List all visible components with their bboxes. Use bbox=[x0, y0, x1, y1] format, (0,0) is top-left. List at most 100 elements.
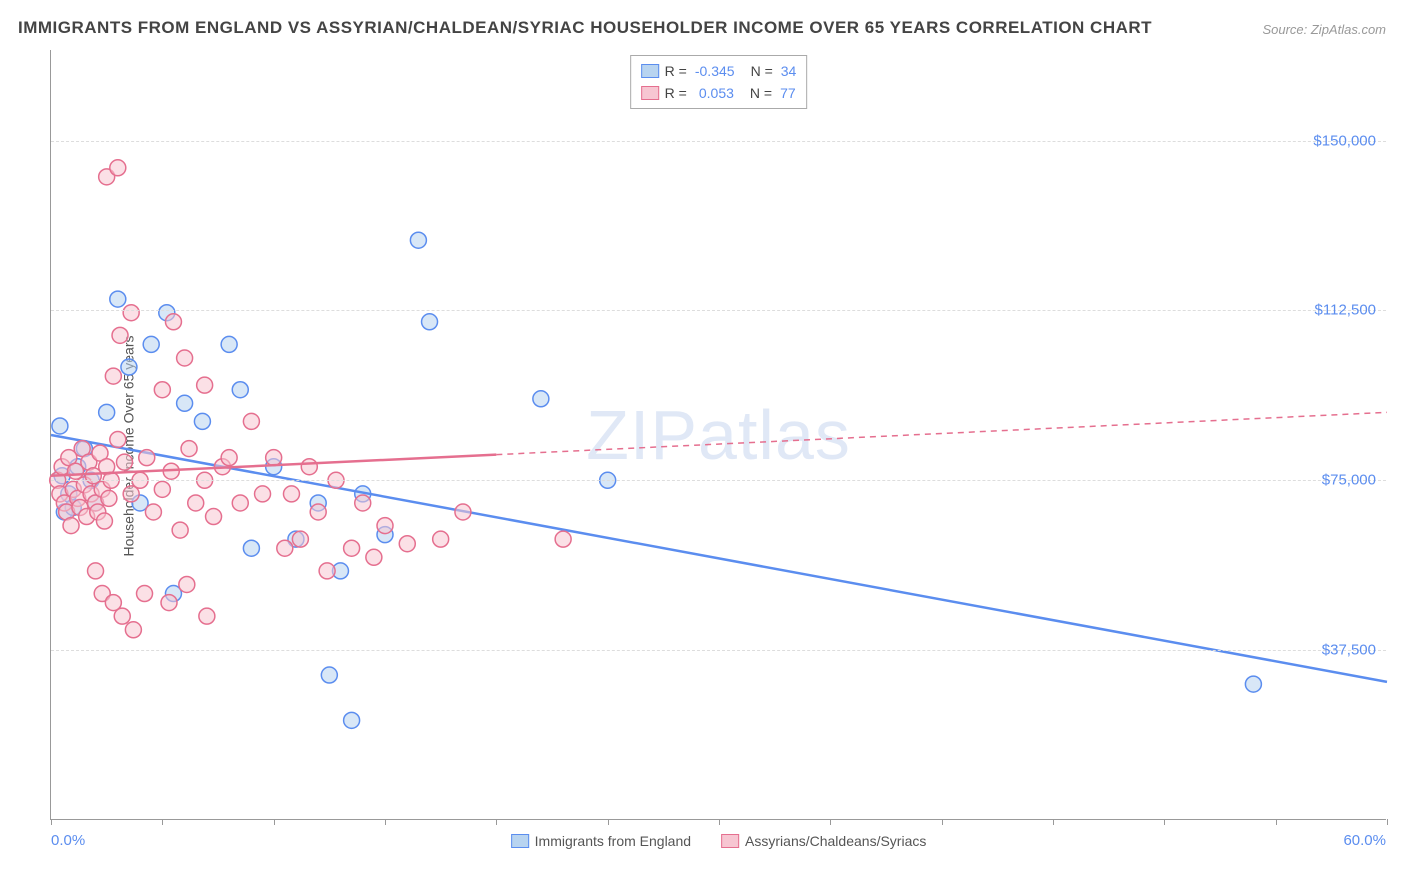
y-tick-label: $75,000 bbox=[1322, 472, 1376, 489]
scatter-point bbox=[533, 391, 549, 407]
x-tick bbox=[385, 819, 386, 825]
legend-r-val-1: 0.053 bbox=[699, 82, 734, 104]
scatter-point bbox=[422, 314, 438, 330]
y-tick-label: $112,500 bbox=[1315, 302, 1376, 319]
scatter-point bbox=[110, 160, 126, 176]
scatter-point bbox=[181, 441, 197, 457]
scatter-point bbox=[194, 413, 210, 429]
scatter-point bbox=[110, 291, 126, 307]
legend-row-0: R = -0.345 N = 34 bbox=[641, 60, 797, 82]
x-tick bbox=[1387, 819, 1388, 825]
scatter-point bbox=[283, 486, 299, 502]
scatter-point bbox=[255, 486, 271, 502]
scatter-point bbox=[63, 518, 79, 534]
correlation-legend: R = -0.345 N = 34 R = 0.053 N = 77 bbox=[630, 55, 808, 109]
scatter-point bbox=[188, 495, 204, 511]
scatter-point bbox=[292, 531, 308, 547]
scatter-point bbox=[197, 377, 213, 393]
x-tick bbox=[274, 819, 275, 825]
scatter-point bbox=[344, 712, 360, 728]
scatter-point bbox=[88, 563, 104, 579]
source-label: Source: ZipAtlas.com bbox=[1262, 22, 1386, 37]
scatter-point bbox=[154, 481, 170, 497]
gridline-h bbox=[51, 141, 1386, 142]
x-tick bbox=[719, 819, 720, 825]
legend-swatch-0 bbox=[641, 64, 659, 78]
scatter-point bbox=[206, 509, 222, 525]
scatter-point bbox=[165, 314, 181, 330]
x-tick bbox=[830, 819, 831, 825]
scatter-point bbox=[221, 336, 237, 352]
series-legend-label-1: Assyrians/Chaldeans/Syriacs bbox=[745, 833, 926, 849]
scatter-point bbox=[232, 382, 248, 398]
scatter-point bbox=[221, 450, 237, 466]
scatter-point bbox=[232, 495, 248, 511]
trend-line-solid bbox=[51, 435, 1387, 682]
scatter-point bbox=[266, 450, 282, 466]
x-tick bbox=[162, 819, 163, 825]
series-legend-swatch-1 bbox=[721, 834, 739, 848]
y-tick-label: $37,500 bbox=[1322, 642, 1376, 659]
legend-n-label-1: N = bbox=[750, 82, 772, 104]
scatter-point bbox=[555, 531, 571, 547]
trend-line-dashed bbox=[496, 412, 1387, 454]
chart-container: IMMIGRANTS FROM ENGLAND VS ASSYRIAN/CHAL… bbox=[0, 0, 1406, 892]
scatter-point bbox=[319, 563, 335, 579]
scatter-point bbox=[310, 504, 326, 520]
x-tick bbox=[1164, 819, 1165, 825]
chart-title: IMMIGRANTS FROM ENGLAND VS ASSYRIAN/CHAL… bbox=[18, 18, 1152, 38]
x-tick bbox=[1053, 819, 1054, 825]
scatter-point bbox=[96, 513, 112, 529]
legend-r-label-0: R = bbox=[665, 60, 687, 82]
scatter-point bbox=[121, 359, 137, 375]
scatter-point bbox=[114, 608, 130, 624]
scatter-point bbox=[277, 540, 293, 556]
series-legend-label-0: Immigrants from England bbox=[535, 833, 691, 849]
x-axis-max-label: 60.0% bbox=[1343, 832, 1386, 849]
scatter-point bbox=[301, 459, 317, 475]
scatter-point bbox=[125, 622, 141, 638]
scatter-point bbox=[154, 382, 170, 398]
legend-swatch-1 bbox=[641, 86, 659, 100]
x-tick bbox=[496, 819, 497, 825]
series-legend-item-0: Immigrants from England bbox=[511, 833, 691, 849]
scatter-point bbox=[355, 495, 371, 511]
scatter-point bbox=[366, 549, 382, 565]
x-tick bbox=[942, 819, 943, 825]
scatter-point bbox=[112, 327, 128, 343]
legend-n-val-1: 77 bbox=[780, 82, 796, 104]
scatter-point bbox=[137, 586, 153, 602]
scatter-point bbox=[105, 368, 121, 384]
scatter-point bbox=[99, 404, 115, 420]
scatter-point bbox=[243, 413, 259, 429]
scatter-point bbox=[399, 536, 415, 552]
scatter-point bbox=[455, 504, 471, 520]
scatter-point bbox=[110, 432, 126, 448]
x-tick bbox=[1276, 819, 1277, 825]
scatter-point bbox=[172, 522, 188, 538]
scatter-point bbox=[116, 454, 132, 470]
legend-n-label-0: N = bbox=[751, 60, 773, 82]
plot-area: ZIPatlas R = -0.345 N = 34 R = 0.053 N =… bbox=[50, 50, 1386, 820]
scatter-point bbox=[177, 395, 193, 411]
scatter-point bbox=[243, 540, 259, 556]
series-legend-item-1: Assyrians/Chaldeans/Syriacs bbox=[721, 833, 926, 849]
legend-row-1: R = 0.053 N = 77 bbox=[641, 82, 797, 104]
scatter-point bbox=[145, 504, 161, 520]
scatter-point bbox=[143, 336, 159, 352]
scatter-point bbox=[101, 490, 117, 506]
scatter-point bbox=[161, 595, 177, 611]
scatter-point bbox=[344, 540, 360, 556]
scatter-point bbox=[410, 232, 426, 248]
legend-n-val-0: 34 bbox=[781, 60, 797, 82]
scatter-point bbox=[177, 350, 193, 366]
scatter-point bbox=[377, 518, 393, 534]
scatter-point bbox=[179, 576, 195, 592]
gridline-h bbox=[51, 310, 1386, 311]
series-legend-swatch-0 bbox=[511, 834, 529, 848]
scatter-point bbox=[433, 531, 449, 547]
plot-svg bbox=[51, 50, 1386, 819]
y-tick-label: $150,000 bbox=[1313, 132, 1376, 149]
legend-r-label-1: R = bbox=[665, 82, 687, 104]
scatter-point bbox=[1245, 676, 1261, 692]
